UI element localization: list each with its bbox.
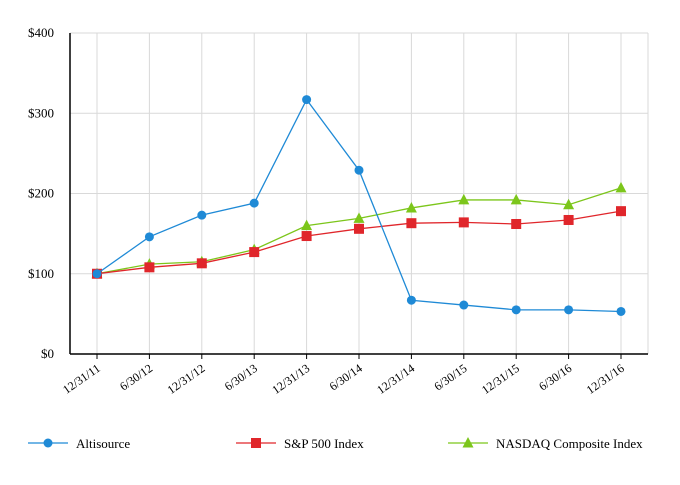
axes: $0 $100 $200 $300 $400 12/31/11 6/30/12 12/31/1… <box>28 25 648 397</box>
y-tick-label: $400 <box>28 25 54 40</box>
legend: Altisource S&P 500 Index NASDAQ Composite … <box>28 436 643 451</box>
y-tick-label: $100 <box>28 266 54 281</box>
series-altisource <box>92 95 626 316</box>
legend-item[interactable]: S&P 500 Index <box>236 436 364 451</box>
data-point <box>511 305 521 315</box>
legend-item[interactable]: Altisource <box>28 436 130 451</box>
data-point <box>616 306 626 316</box>
x-tick-label: 12/31/16 <box>584 361 627 397</box>
legend-item[interactable]: NASDAQ Composite Index <box>448 436 643 451</box>
data-point <box>563 198 575 210</box>
data-point <box>459 300 469 310</box>
x-tick-label: 6/30/13 <box>222 361 260 394</box>
legend-label: Altisource <box>76 436 130 451</box>
series-lines <box>91 95 627 316</box>
legend-marker <box>251 438 261 448</box>
x-tick-label: 12/31/12 <box>165 361 208 397</box>
data-point <box>458 217 469 228</box>
x-tick-label: 6/30/16 <box>536 361 574 394</box>
data-point <box>564 305 574 315</box>
y-tick-label: $300 <box>28 105 54 120</box>
x-tick-label: 12/31/11 <box>60 361 103 397</box>
x-tick-label: 6/30/14 <box>327 361 365 394</box>
data-point <box>354 165 364 175</box>
x-tick-label: 12/31/13 <box>269 361 312 397</box>
data-point <box>302 95 312 105</box>
data-point <box>301 231 312 242</box>
x-tick-label: 6/30/12 <box>117 361 155 394</box>
legend-marker <box>43 438 53 448</box>
x-tick-label: 12/31/15 <box>479 361 522 397</box>
legend-marker <box>462 437 474 448</box>
data-point <box>406 295 416 305</box>
legend-label: S&P 500 Index <box>284 436 364 451</box>
data-point <box>92 269 102 279</box>
data-point <box>405 201 417 213</box>
data-point <box>458 193 470 205</box>
data-point <box>249 198 259 208</box>
x-tick-label: 12/31/14 <box>374 361 417 397</box>
data-point <box>196 258 207 269</box>
y-tick-label: $0 <box>41 346 54 361</box>
data-point <box>144 262 155 273</box>
data-point <box>563 214 574 225</box>
data-point <box>616 206 626 217</box>
data-point <box>301 219 313 231</box>
y-tick-label: $200 <box>28 186 54 201</box>
data-point <box>615 181 627 193</box>
x-tick-label: 6/30/15 <box>431 361 469 394</box>
data-point <box>406 218 417 229</box>
data-point <box>511 218 522 229</box>
data-point <box>353 212 365 223</box>
data-point <box>510 193 522 205</box>
data-point <box>354 223 364 234</box>
data-point <box>144 232 154 242</box>
legend-label: NASDAQ Composite Index <box>496 436 643 451</box>
data-point <box>197 210 207 220</box>
gridlines <box>70 32 649 354</box>
data-point <box>249 247 260 258</box>
